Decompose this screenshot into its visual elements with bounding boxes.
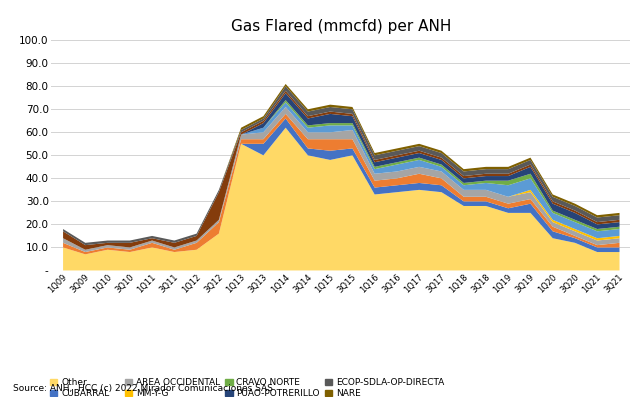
Text: Source: ANH,  HCC (c) 2022 Mirador Comunicaciones SAS: Source: ANH, HCC (c) 2022 Mirador Comuni…	[13, 384, 273, 393]
Legend: Other, CUBARRAL, PIEDEMONTE, AREA OCCIDENTAL, MM-Y-G, MIDAS, CRAVO NORTE, PUAO-P: Other, CUBARRAL, PIEDEMONTE, AREA OCCIDE…	[50, 378, 444, 397]
Title: Gas Flared (mmcfd) per ANH: Gas Flared (mmcfd) per ANH	[231, 19, 451, 35]
